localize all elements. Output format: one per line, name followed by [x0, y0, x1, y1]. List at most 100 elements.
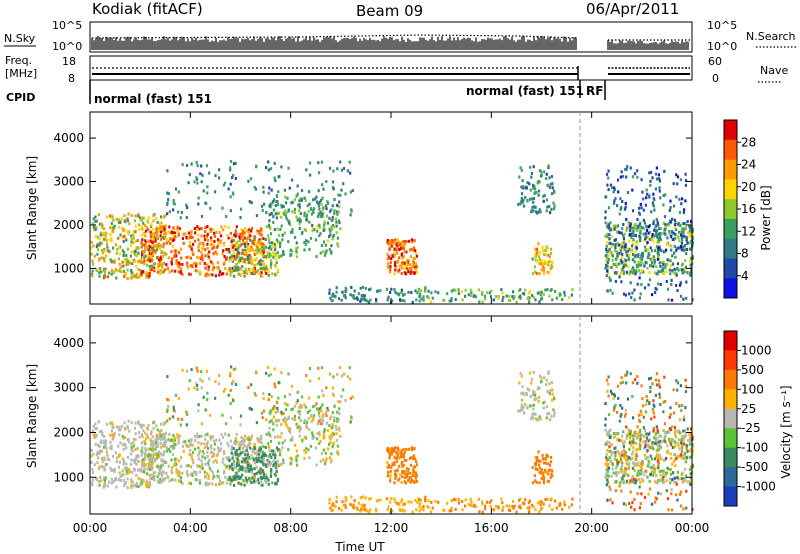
power-cell [228, 266, 231, 270]
power-cell [395, 243, 398, 247]
power-cell [281, 252, 285, 256]
velocity-cell [607, 474, 610, 478]
velocity-cell [172, 434, 175, 438]
velocity-cell [632, 434, 635, 438]
velocity-cell [237, 459, 240, 463]
velocity-cell [149, 477, 152, 481]
velocity-cell [288, 393, 291, 396]
velocity-cell [605, 452, 608, 456]
power-cell [130, 238, 133, 241]
power-cell [642, 270, 645, 274]
power-cell [670, 230, 673, 234]
power-cell [676, 175, 680, 179]
velocity-cell [669, 413, 672, 416]
power-cell [261, 261, 265, 265]
power-cell [239, 243, 243, 247]
power-cell [543, 194, 546, 198]
velocity-cell [110, 477, 114, 481]
power-cell [258, 240, 261, 244]
velocity-cell [625, 436, 628, 440]
velocity-cell [99, 430, 102, 434]
velocity-cell [419, 498, 422, 502]
velocity-cell [518, 381, 521, 385]
nsearch-tick-low: 10^0 [707, 40, 737, 53]
velocity-cell [158, 472, 161, 476]
velocity-cell [274, 456, 277, 460]
power-cell [132, 233, 135, 237]
power-cell [296, 218, 299, 222]
velocity-cell [500, 497, 503, 501]
velocity-cell [155, 433, 158, 437]
velocity-cell [348, 366, 351, 370]
power-cell [547, 270, 551, 274]
velocity-cell [152, 457, 155, 460]
power-cell [207, 253, 210, 256]
power-cell [478, 300, 481, 304]
velocity-cell [243, 461, 246, 464]
power-cell [553, 190, 556, 194]
velocity-cell [268, 449, 271, 453]
power-cell [147, 272, 150, 276]
velocity-cell [613, 435, 616, 439]
freq-label-2: [MHz] [5, 67, 37, 80]
power-cell [277, 175, 280, 179]
power-cell [689, 273, 692, 277]
power-cell [415, 265, 418, 269]
velocity-cell [333, 404, 336, 408]
power-cell [448, 299, 451, 303]
velocity-cell [156, 451, 159, 455]
velocity-cell [175, 467, 178, 471]
power-cell [606, 240, 609, 244]
power-cell [400, 253, 403, 257]
power-cell [320, 160, 323, 164]
velocity-cell [229, 416, 232, 420]
power-cell [273, 161, 276, 165]
velocity-cell [296, 425, 299, 429]
power-cell [177, 261, 180, 265]
power-cell [627, 265, 630, 269]
velocity-cell [152, 475, 156, 479]
power-cell [654, 286, 657, 290]
velocity-cell [263, 409, 266, 413]
velocity-cell [225, 456, 228, 460]
power-cell [138, 216, 141, 220]
power-cell [550, 207, 553, 211]
power-cell [189, 256, 193, 260]
velocity-cell [196, 387, 199, 391]
power-cell [670, 235, 673, 239]
velocity-cell [656, 453, 659, 457]
power-cell [540, 268, 543, 272]
velocity-cell [395, 456, 398, 460]
power-cell [123, 275, 126, 278]
velocity-cell [215, 460, 218, 464]
velocity-cell [206, 483, 209, 487]
power-cell [537, 189, 541, 193]
power-cell [273, 242, 276, 246]
velocity-cell [414, 476, 417, 480]
velocity-cell [526, 506, 529, 510]
velocity-cell [658, 470, 661, 473]
power-cell [682, 230, 685, 234]
velocity-cell [103, 467, 106, 471]
power-cell [333, 197, 336, 201]
velocity-cell [189, 443, 192, 446]
power-cell [162, 225, 165, 229]
power-cell [563, 293, 566, 297]
power-cell [109, 258, 112, 262]
velocity-cell [626, 462, 629, 466]
power-cell [196, 181, 199, 185]
power-cell [163, 227, 166, 231]
power-cell [653, 249, 657, 253]
velocity-cell [328, 501, 331, 505]
power-cell [636, 175, 639, 179]
velocity-cell [187, 464, 190, 468]
power-cell [613, 249, 616, 253]
power-cell [682, 211, 685, 215]
power-cell [535, 271, 538, 275]
power-cell [415, 254, 418, 258]
power-cell [401, 261, 404, 265]
power-cell [396, 244, 399, 248]
power-cell [272, 215, 275, 219]
velocity-cell [265, 473, 268, 477]
velocity-cell [113, 467, 116, 471]
